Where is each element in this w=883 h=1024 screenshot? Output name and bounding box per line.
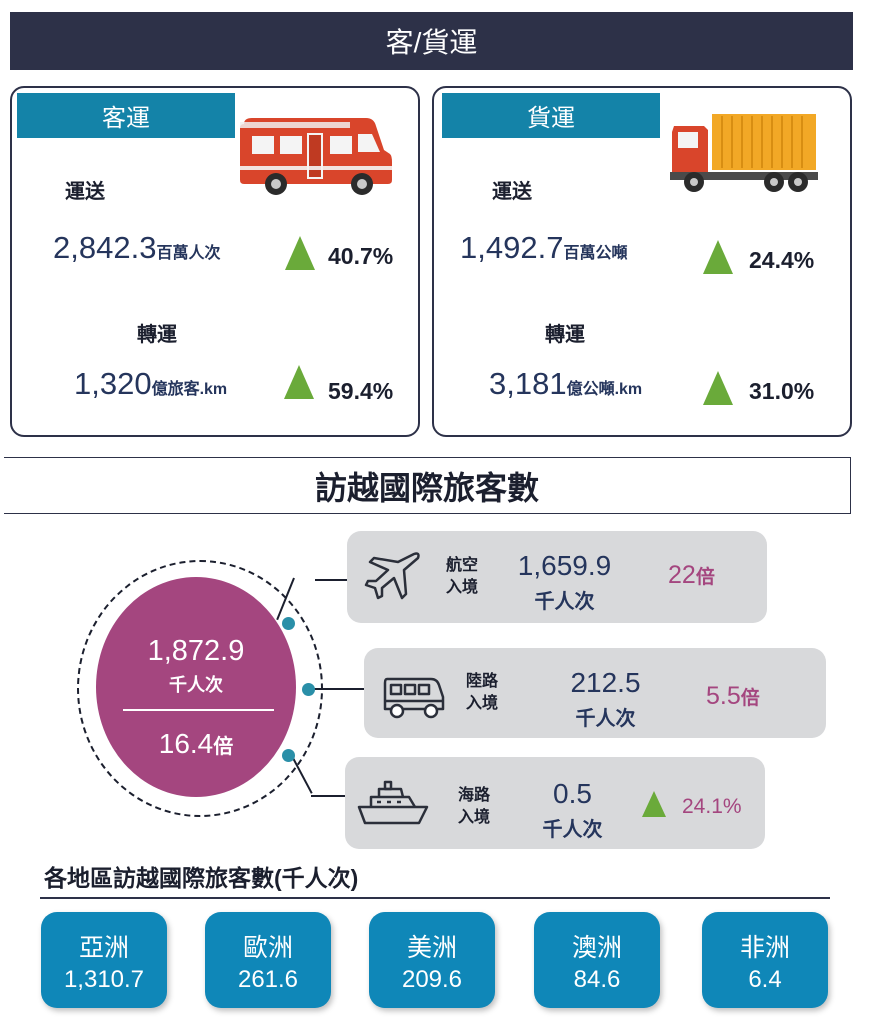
region-africa: 非洲 6.4 [702, 912, 828, 1008]
connector-dot [282, 617, 295, 630]
passenger-turnover-label: 轉運 [137, 324, 177, 346]
visitors-section-title: 訪越國際旅客數 [4, 457, 851, 514]
total-visitors-unit: 千人次 [169, 675, 223, 695]
total-visitors-circle: 1,872.9 千人次 16.4倍 [96, 577, 296, 797]
region-europe: 歐洲 261.6 [205, 912, 331, 1008]
divider [40, 897, 830, 899]
up-arrow-icon [284, 365, 314, 399]
up-arrow-icon [703, 371, 733, 405]
freight-turnover-pct: 31.0% [749, 378, 815, 404]
freight-transport-value: 1,492.7百萬公噸 [460, 230, 628, 265]
truck-icon [670, 114, 818, 192]
air-value: 1,659.9 [517, 550, 612, 581]
passenger-transport-value: 2,842.3百萬人次 [53, 230, 221, 265]
passenger-turnover-pct: 59.4% [328, 378, 394, 404]
sea-unit: 千人次 [542, 819, 603, 841]
air-unit: 千人次 [534, 591, 595, 613]
land-unit: 千人次 [575, 708, 636, 730]
van-icon [383, 677, 445, 719]
region-oceania: 澳洲 84.6 [534, 912, 660, 1008]
regions-title: 各地區訪越國際旅客數(千人次) [44, 865, 359, 891]
region-asia: 亞洲 1,310.7 [41, 912, 167, 1008]
sea-arrivals-card [345, 757, 765, 849]
region-americas: 美洲 209.6 [369, 912, 495, 1008]
total-visitors-multiple: 16.4倍 [158, 728, 234, 759]
total-visitors-value: 1,872.9 [147, 635, 245, 667]
land-multiple: 5.5倍 [706, 682, 760, 710]
freight-transport-label: 運送 [492, 181, 532, 203]
bus-icon [240, 118, 392, 195]
sea-value: 0.5 [553, 778, 592, 809]
up-arrow-icon [285, 236, 315, 270]
passenger-tag: 客運 [17, 93, 235, 138]
up-arrow-icon [703, 240, 733, 274]
land-value: 212.5 [570, 667, 641, 698]
air-multiple: 22倍 [668, 561, 715, 589]
sea-pct: 24.1% [682, 795, 742, 818]
airplane-icon [364, 552, 420, 600]
connector-dot [282, 749, 295, 762]
passenger-transport-pct: 40.7% [328, 243, 394, 269]
page-title: 客/貨運 [10, 12, 853, 70]
sea-label: 海路 入境 [457, 787, 490, 826]
ship-icon [357, 780, 429, 825]
up-arrow-icon [642, 791, 666, 817]
freight-tag: 貨運 [442, 93, 660, 138]
freight-turnover-value: 3,181億公噸.km [489, 366, 643, 401]
connector-dot [302, 683, 315, 696]
land-label: 陸路 入境 [465, 673, 498, 712]
air-label: 航空 入境 [445, 557, 478, 596]
divider [123, 709, 274, 711]
passenger-transport-label: 運送 [65, 181, 105, 203]
freight-turnover-label: 轉運 [545, 324, 585, 346]
air-arrivals-card [347, 531, 767, 623]
freight-transport-pct: 24.4% [749, 247, 815, 273]
passenger-turnover-value: 1,320億旅客.km [74, 366, 228, 401]
